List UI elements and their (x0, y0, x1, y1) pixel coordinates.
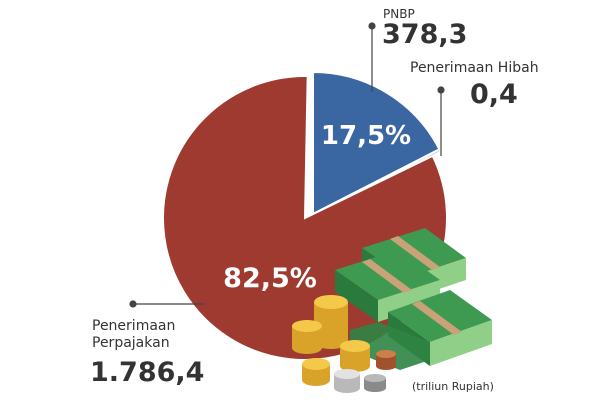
pnbp-percent-label: 17,5% (321, 121, 411, 151)
leader-lines (129, 22, 445, 308)
unit-label: (triliun Rupiah) (412, 380, 494, 393)
pajak-leader-dot (129, 300, 137, 308)
coin-stacks (292, 295, 396, 393)
banknote-stack (335, 228, 492, 370)
pnbp-leader-dot (368, 22, 376, 30)
pajak-percent-label: 82,5% (223, 263, 317, 294)
money-illustration (292, 228, 492, 393)
pie-slice-pnbp (312, 70, 441, 216)
hibah-value-label: 0,4 (470, 79, 518, 110)
hibah-leader-dot (437, 86, 445, 94)
pajak-name-label-line1: Penerimaan (92, 318, 176, 334)
pnbp-value-label: 378,3 (382, 19, 468, 50)
hibah-name-label: Penerimaan Hibah (410, 60, 539, 76)
pajak-name-label-line2: Perpajakan (92, 335, 170, 351)
pajak-value-label: 1.786,4 (90, 357, 205, 388)
pnbp-name-label: PNBP (383, 7, 415, 21)
